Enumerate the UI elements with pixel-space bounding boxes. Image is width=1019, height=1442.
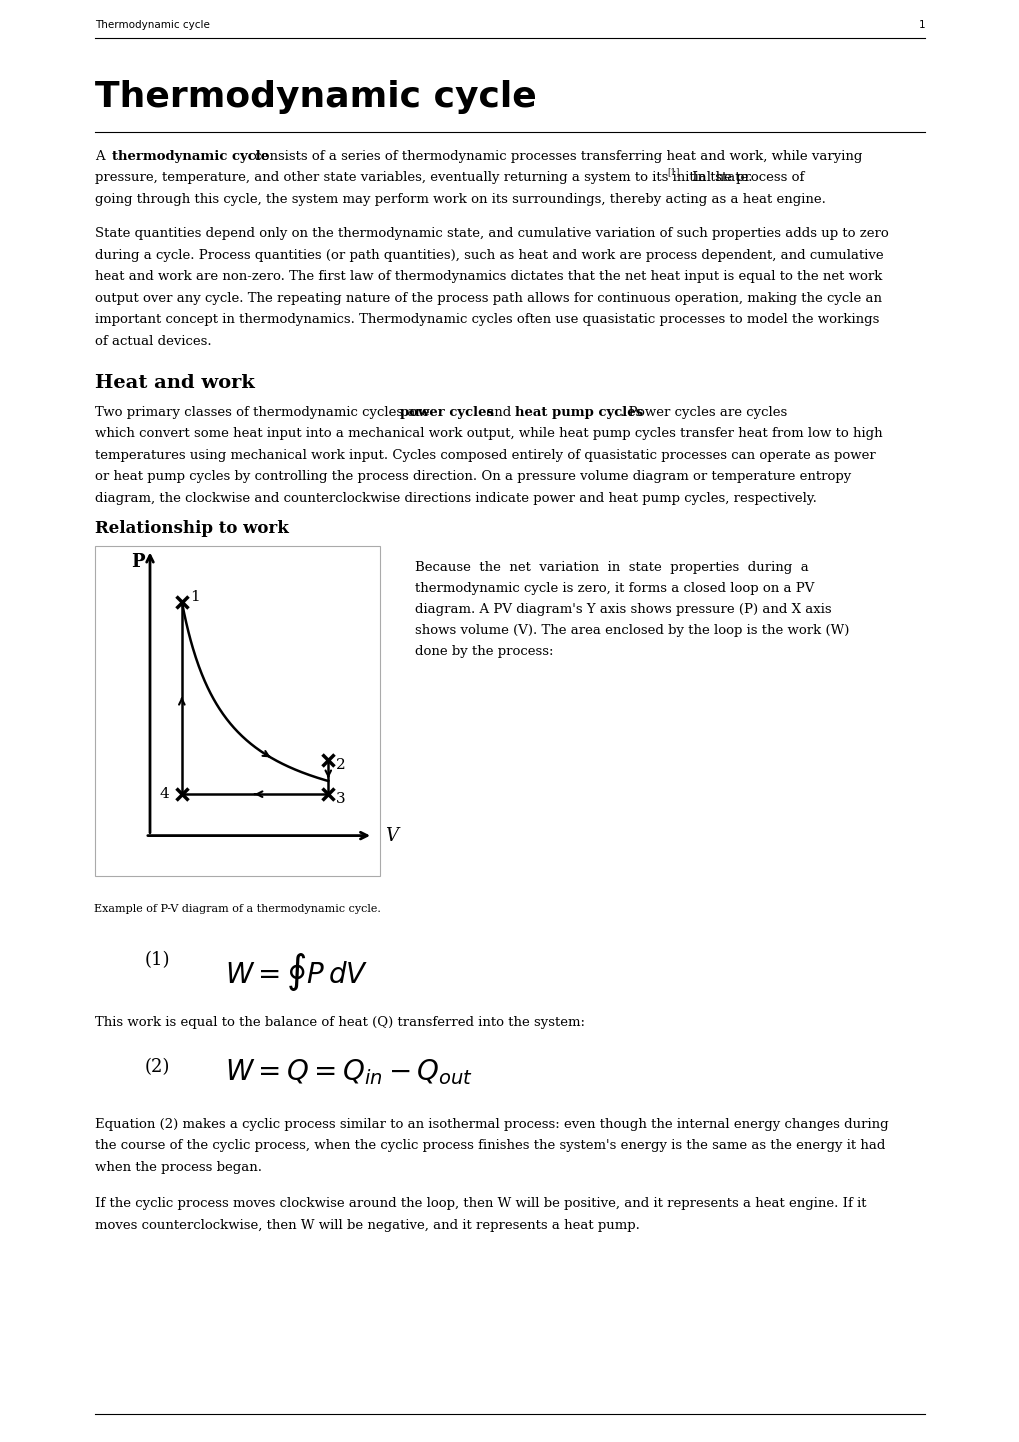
Text: heat pump cycles: heat pump cycles (515, 405, 643, 418)
Text: P: P (131, 552, 145, 571)
Text: Equation (2) makes a cyclic process similar to an isothermal process: even thoug: Equation (2) makes a cyclic process simi… (95, 1118, 888, 1131)
Text: shows volume (V). The area enclosed by the loop is the work (W): shows volume (V). The area enclosed by t… (415, 624, 849, 637)
Text: diagram. A PV diagram's Y axis shows pressure (P) and X axis: diagram. A PV diagram's Y axis shows pre… (415, 603, 830, 616)
Text: $W = Q = Q_{in} - Q_{out}$: $W = Q = Q_{in} - Q_{out}$ (225, 1057, 473, 1087)
Text: If the cyclic process moves clockwise around the loop, then W will be positive, : If the cyclic process moves clockwise ar… (95, 1197, 866, 1210)
Text: pressure, temperature, and other state variables, eventually returning a system : pressure, temperature, and other state v… (95, 172, 752, 185)
Text: 3: 3 (336, 792, 345, 806)
Text: Relationship to work: Relationship to work (95, 519, 288, 536)
Text: the course of the cyclic process, when the cyclic process finishes the system's : the course of the cyclic process, when t… (95, 1139, 884, 1152)
Text: Example of P-V diagram of a thermodynamic cycle.: Example of P-V diagram of a thermodynami… (94, 904, 380, 914)
Text: [1]: [1] (666, 167, 679, 176)
Text: In the process of: In the process of (688, 172, 804, 185)
Text: Thermodynamic cycle: Thermodynamic cycle (95, 20, 210, 30)
Text: State quantities depend only on the thermodynamic state, and cumulative variatio: State quantities depend only on the ther… (95, 228, 888, 241)
Text: important concept in thermodynamics. Thermodynamic cycles often use quasistatic : important concept in thermodynamics. The… (95, 313, 878, 326)
Text: during a cycle. Process quantities (or path quantities), such as heat and work a: during a cycle. Process quantities (or p… (95, 249, 882, 262)
Bar (95, 545, 380, 875)
Text: which convert some heat input into a mechanical work output, while heat pump cyc: which convert some heat input into a mec… (95, 427, 881, 440)
Text: (1): (1) (145, 950, 170, 969)
Text: thermodynamic cycle: thermodynamic cycle (111, 150, 268, 163)
Text: power cycles: power cycles (399, 405, 493, 418)
Text: going through this cycle, the system may perform work on its surroundings, there: going through this cycle, the system may… (95, 193, 825, 206)
Text: diagram, the clockwise and counterclockwise directions indicate power and heat p: diagram, the clockwise and counterclockw… (95, 492, 816, 505)
Text: of actual devices.: of actual devices. (95, 335, 211, 348)
Text: (2): (2) (145, 1057, 170, 1076)
Text: Heat and work: Heat and work (95, 373, 255, 392)
Text: when the process began.: when the process began. (95, 1161, 262, 1174)
Text: A: A (95, 150, 109, 163)
Text: Thermodynamic cycle: Thermodynamic cycle (95, 79, 536, 114)
Text: output over any cycle. The repeating nature of the process path allows for conti: output over any cycle. The repeating nat… (95, 291, 881, 304)
Text: Two primary classes of thermodynamic cycles are: Two primary classes of thermodynamic cyc… (95, 405, 433, 418)
Text: 4: 4 (160, 787, 169, 802)
Text: . Power cycles are cycles: . Power cycles are cycles (620, 405, 787, 418)
Text: heat and work are non-zero. The first law of thermodynamics dictates that the ne: heat and work are non-zero. The first la… (95, 271, 881, 284)
Text: 1: 1 (917, 20, 924, 30)
Text: consists of a series of thermodynamic processes transferring heat and work, whil: consists of a series of thermodynamic pr… (250, 150, 861, 163)
Text: $W = \oint P \, dV$: $W = \oint P \, dV$ (225, 950, 368, 992)
Text: V: V (384, 826, 397, 845)
Text: and: and (482, 405, 515, 418)
Text: 2: 2 (336, 758, 345, 771)
Text: or heat pump cycles by controlling the process direction. On a pressure volume d: or heat pump cycles by controlling the p… (95, 470, 851, 483)
Text: 1: 1 (190, 590, 200, 604)
Text: Because  the  net  variation  in  state  properties  during  a: Because the net variation in state prope… (415, 561, 808, 574)
Text: done by the process:: done by the process: (415, 645, 553, 658)
Text: temperatures using mechanical work input. Cycles composed entirely of quasistati: temperatures using mechanical work input… (95, 448, 875, 461)
Text: This work is equal to the balance of heat (Q) transferred into the system:: This work is equal to the balance of hea… (95, 1015, 585, 1028)
Text: thermodynamic cycle is zero, it forms a closed loop on a PV: thermodynamic cycle is zero, it forms a … (415, 581, 813, 594)
Text: moves counterclockwise, then W will be negative, and it represents a heat pump.: moves counterclockwise, then W will be n… (95, 1218, 639, 1231)
